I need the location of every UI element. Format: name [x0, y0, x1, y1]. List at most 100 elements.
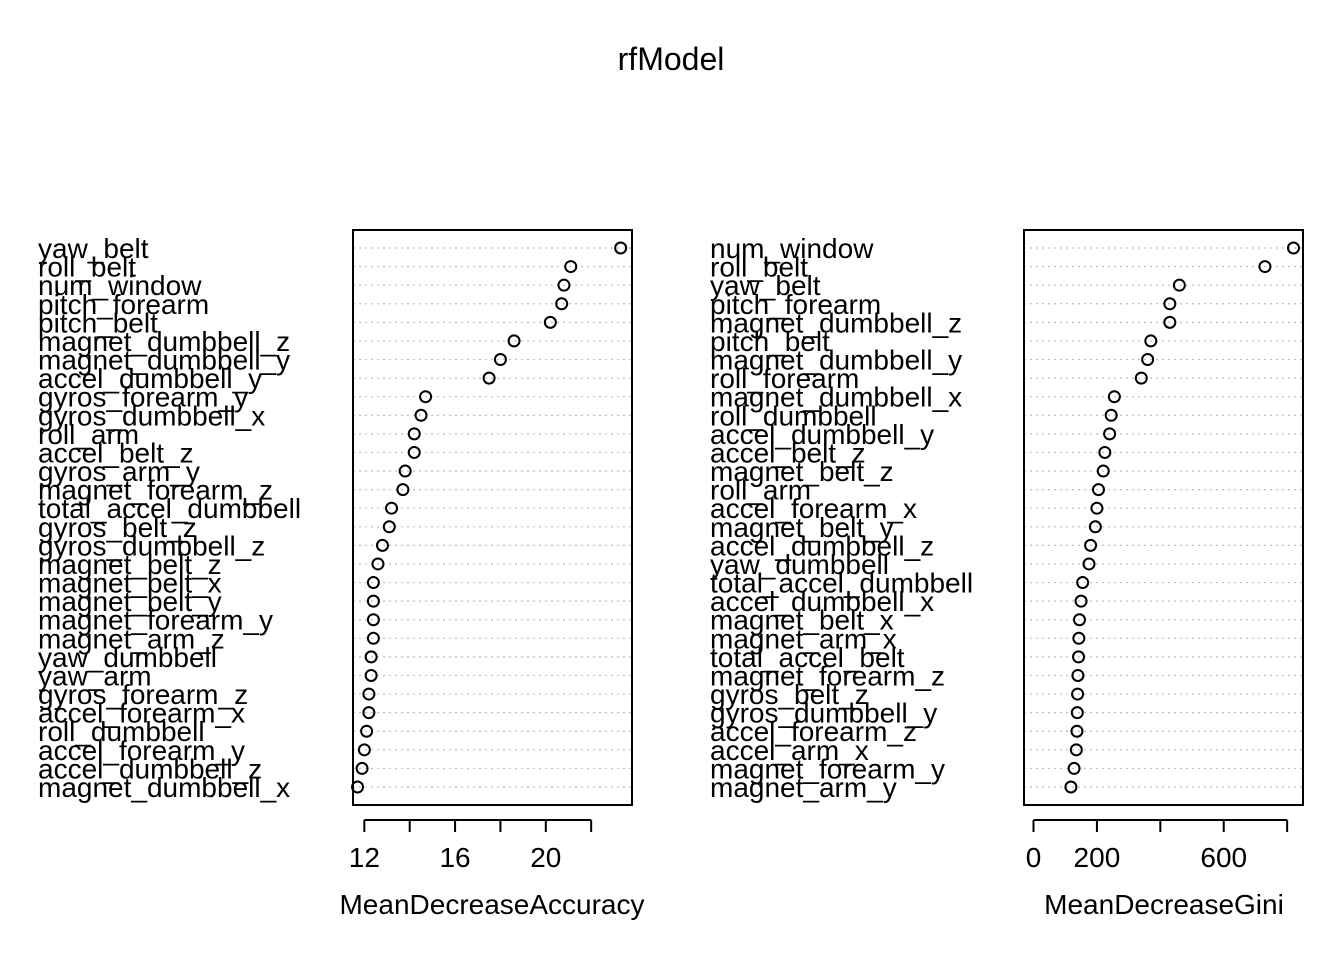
data-point — [364, 650, 378, 664]
data-point — [1072, 613, 1086, 627]
data-point — [1070, 724, 1084, 738]
data-point — [1069, 743, 1083, 757]
data-point — [1258, 260, 1272, 274]
x-axis-label: MeanDecreaseAccuracy — [339, 889, 644, 920]
x-tick-label: 200 — [1074, 842, 1121, 873]
category-label: accel_dumbbell_x — [710, 586, 934, 617]
data-point — [385, 501, 399, 515]
data-point — [414, 408, 428, 422]
category-label: magnet_dumbbell_z — [38, 326, 290, 357]
data-point — [362, 706, 376, 720]
category-label: magnet_forearm_y — [710, 753, 945, 784]
category-label: gyros_forearm_y — [38, 382, 248, 413]
data-point — [557, 278, 571, 292]
data-point — [1072, 631, 1086, 645]
category-label: accel_forearm_x — [38, 698, 245, 729]
data-point — [1096, 464, 1110, 478]
data-point — [1092, 483, 1106, 497]
data-point — [1084, 538, 1098, 552]
category-label: accel_forearm_y — [38, 735, 245, 766]
data-point — [1134, 371, 1148, 385]
category-label: accel_dumbbell_y — [38, 363, 262, 394]
x-tick-label: 0 — [1026, 842, 1042, 873]
category-label: magnet_belt_x — [38, 568, 222, 599]
category-label: num_window — [710, 233, 874, 264]
category-label: magnet_dumbbell_z — [710, 307, 962, 338]
category-label: magnet_dumbbell_y — [38, 345, 290, 376]
category-label: magnet_arm_x — [710, 623, 897, 654]
data-point — [493, 353, 507, 367]
category-label: pitch_forearm — [38, 289, 209, 320]
category-label: magnet_belt_y — [38, 586, 222, 617]
data-point — [543, 315, 557, 329]
data-point — [366, 613, 380, 627]
panel-mean-decrease-accuracy: yaw_beltroll_beltnum_windowpitch_forearm… — [38, 229, 645, 920]
category-label: yaw_arm — [38, 660, 152, 691]
plot-box — [1023, 229, 1304, 806]
category-label: roll_arm — [38, 419, 139, 450]
data-point — [1286, 241, 1300, 255]
data-point — [555, 297, 569, 311]
data-point — [1088, 520, 1102, 534]
category-label: magnet_belt_y — [710, 512, 894, 543]
category-label: magnet_belt_x — [710, 605, 894, 636]
category-label: total_accel_dumbbell — [38, 493, 301, 524]
category-label: accel_arm_x — [710, 735, 869, 766]
data-point — [1064, 780, 1078, 794]
data-point — [364, 668, 378, 682]
category-label: magnet_dumbbell_x — [38, 772, 290, 803]
category-label: yaw_dumbbell — [38, 642, 217, 673]
category-label: pitch_belt — [710, 326, 830, 357]
data-point — [1144, 334, 1158, 348]
category-label: accel_dumbbell_y — [710, 419, 934, 450]
category-label: pitch_forearm — [710, 289, 881, 320]
data-point — [564, 260, 578, 274]
data-point — [1071, 687, 1085, 701]
data-point — [1071, 668, 1085, 682]
data-point — [396, 483, 410, 497]
data-point — [1163, 297, 1177, 311]
data-point — [362, 687, 376, 701]
data-point — [1103, 427, 1117, 441]
category-label: yaw_belt — [710, 270, 821, 301]
category-label: gyros_forearm_z — [38, 679, 248, 710]
category-label: gyros_dumbbell_y — [710, 698, 937, 729]
data-point — [1098, 445, 1112, 459]
category-label: gyros_dumbbell_z — [38, 530, 265, 561]
data-point — [1163, 315, 1177, 329]
data-point — [1074, 594, 1088, 608]
category-label: magnet_arm_y — [710, 772, 897, 803]
category-label: magnet_belt_z — [38, 549, 222, 580]
data-point — [1107, 390, 1121, 404]
category-label: gyros_dumbbell_x — [38, 400, 265, 431]
data-point — [398, 464, 412, 478]
data-point — [482, 371, 496, 385]
category-label: total_accel_dumbbell — [710, 568, 973, 599]
data-point — [1076, 576, 1090, 590]
category-label: roll_dumbbell — [38, 716, 205, 747]
category-label: magnet_forearm_z — [38, 475, 273, 506]
x-tick-label: 600 — [1200, 842, 1247, 873]
category-label: yaw_dumbbell — [710, 549, 889, 580]
data-point — [419, 390, 433, 404]
data-point — [1172, 278, 1186, 292]
data-point — [614, 241, 628, 255]
category-label: roll_belt — [38, 252, 136, 283]
data-point — [1067, 761, 1081, 775]
category-label: magnet_dumbbell_y — [710, 345, 962, 376]
category-label: accel_belt_z — [38, 437, 194, 468]
x-axis-label: MeanDecreaseGini — [1044, 889, 1284, 920]
x-tick-label: 12 — [349, 842, 380, 873]
category-label: magnet_forearm_y — [38, 605, 273, 636]
x-tick-label: 16 — [439, 842, 470, 873]
category-label: yaw_belt — [38, 233, 149, 264]
category-label: num_window — [38, 270, 202, 301]
category-label: gyros_arm_y — [38, 456, 200, 487]
category-label: accel_dumbbell_z — [710, 530, 934, 561]
data-point — [355, 761, 369, 775]
data-point — [1070, 706, 1084, 720]
category-label: magnet_arm_z — [38, 623, 225, 654]
data-point — [1104, 408, 1118, 422]
category-label: roll_forearm — [710, 363, 859, 394]
